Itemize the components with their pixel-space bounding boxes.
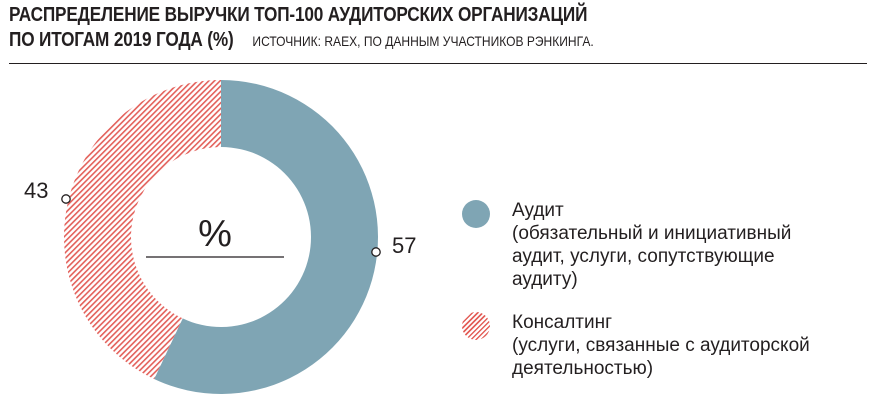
legend-audit: Аудит (обязательный и инициативный аудит… <box>462 199 842 291</box>
legend-name-audit: Аудит <box>512 200 564 221</box>
legend-item-audit: Аудит (обязательный и инициативный аудит… <box>462 199 842 291</box>
legend-desc-consulting: (услуги, связанные с аудиторской деятель… <box>512 335 810 379</box>
legend-desc-audit: (обязательный и инициативный аудит, услу… <box>512 223 792 290</box>
title-line-1: РАСПРЕДЕЛЕНИЕ ВЫРУЧКИ ТОП-100 АУДИТОРСКИ… <box>9 4 588 26</box>
legend-swatch-audit <box>462 200 490 228</box>
source-note: ИСТОЧНИК: RAEX, ПО ДАННЫМ УЧАСТНИКОВ РЭН… <box>252 33 594 49</box>
center-percent-label: % <box>198 213 232 255</box>
title-line-2: ПО ИТОГАМ 2019 ГОДА (%) <box>9 29 234 51</box>
title-line-2-row: ПО ИТОГАМ 2019 ГОДА (%) ИСТОЧНИК: RAEX, П… <box>9 28 594 54</box>
value-marker-audit <box>371 247 381 257</box>
legend-swatch-consulting <box>462 312 490 340</box>
chart-title: РАСПРЕДЕЛЕНИЕ ВЫРУЧКИ ТОП-100 АУДИТОРСКИ… <box>9 3 594 54</box>
legend-name-consulting: Консалтинг <box>512 312 613 333</box>
value-label-consulting: 43 <box>24 178 49 203</box>
donut-slice-audit <box>154 80 378 394</box>
value-marker-consulting <box>61 194 71 204</box>
donut-slices <box>63 80 378 394</box>
donut-slice-consulting <box>63 80 222 380</box>
title-divider <box>9 63 867 64</box>
legend-item-consulting: Консалтинг (услуги, связанные с аудиторс… <box>462 311 852 380</box>
value-markers <box>61 194 381 257</box>
legend-consulting: Консалтинг (услуги, связанные с аудиторс… <box>462 311 852 380</box>
value-label-audit: 57 <box>392 233 417 258</box>
